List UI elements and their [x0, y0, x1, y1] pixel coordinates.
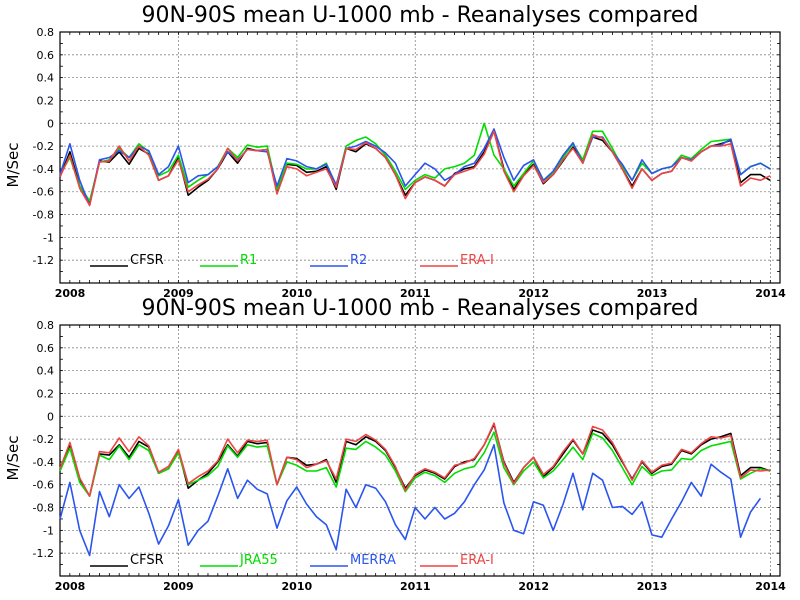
- y-tick-label: -0.6: [33, 479, 54, 492]
- x-tick-label: 2012: [518, 580, 549, 593]
- y-tick-label: -0.4: [33, 456, 54, 469]
- chart-title: 90N-90S mean U-1000 mb - Reanalyses comp…: [142, 3, 699, 28]
- x-tick-label: 2013: [637, 287, 668, 300]
- x-tick-label: 2008: [55, 287, 86, 300]
- x-tick-label: 2014: [755, 287, 786, 300]
- x-tick-label: 2012: [518, 287, 549, 300]
- x-tick-label: 2010: [282, 580, 313, 593]
- y-tick-label: -1: [43, 231, 54, 244]
- y-tick-label: 0.6: [37, 49, 55, 62]
- legend-label: MERRA: [350, 553, 396, 568]
- y-tick-label: 0: [47, 410, 54, 423]
- series-line-jra55: [59, 431, 771, 497]
- legend-label: R1: [240, 253, 257, 268]
- plot-frame: [59, 31, 781, 284]
- y-tick-label: -1.2: [33, 254, 54, 267]
- x-tick-label: 2009: [163, 287, 194, 300]
- legend-label: JRA55: [239, 553, 278, 568]
- y-axis-label: M/Sec: [4, 143, 22, 188]
- y-tick-label: 0.6: [37, 342, 55, 355]
- legend-label: CFSR: [130, 553, 164, 568]
- y-tick-label: 0.4: [37, 365, 55, 378]
- legend-label: R2: [350, 253, 367, 268]
- y-tick-label: -0.4: [33, 163, 54, 176]
- x-tick-label: 2011: [400, 580, 431, 593]
- y-tick-label: -1: [43, 524, 54, 537]
- legend-label: ERA-I: [460, 553, 494, 568]
- y-tick-label: -0.6: [33, 186, 54, 199]
- chart-panel-1: 90N-90S mean U-1000 mb - Reanalyses comp…: [4, 3, 786, 300]
- chart-panel-2: 90N-90S mean U-1000 mb - Reanalyses comp…: [4, 296, 786, 593]
- y-tick-label: 0.2: [37, 94, 55, 107]
- y-tick-label: -0.2: [33, 140, 54, 153]
- x-tick-label: 2009: [163, 580, 194, 593]
- y-tick-label: 0.2: [37, 387, 55, 400]
- legend-label: ERA-I: [460, 253, 494, 268]
- y-tick-label: 0: [47, 117, 54, 130]
- y-tick-label: -1.2: [33, 547, 54, 560]
- y-tick-label: 0.4: [37, 72, 55, 85]
- x-tick-label: 2011: [400, 287, 431, 300]
- y-axis-label: M/Sec: [4, 436, 22, 481]
- x-tick-label: 2014: [755, 580, 786, 593]
- plot-frame: [59, 324, 781, 577]
- series-line-merra: [59, 443, 762, 557]
- y-tick-label: -0.2: [33, 433, 54, 446]
- chart-title: 90N-90S mean U-1000 mb - Reanalyses comp…: [142, 296, 699, 321]
- y-tick-label: -0.8: [33, 209, 54, 222]
- x-tick-label: 2010: [282, 287, 313, 300]
- legend-label: CFSR: [130, 253, 164, 268]
- series-line-era-i: [59, 422, 771, 497]
- y-tick-label: 0.8: [37, 26, 55, 39]
- series-line-r2: [59, 128, 771, 207]
- series-line-era-i: [59, 130, 771, 207]
- x-tick-label: 2008: [55, 580, 86, 593]
- y-tick-label: 0.8: [37, 319, 55, 332]
- y-tick-label: -0.8: [33, 502, 54, 515]
- x-tick-label: 2013: [637, 580, 668, 593]
